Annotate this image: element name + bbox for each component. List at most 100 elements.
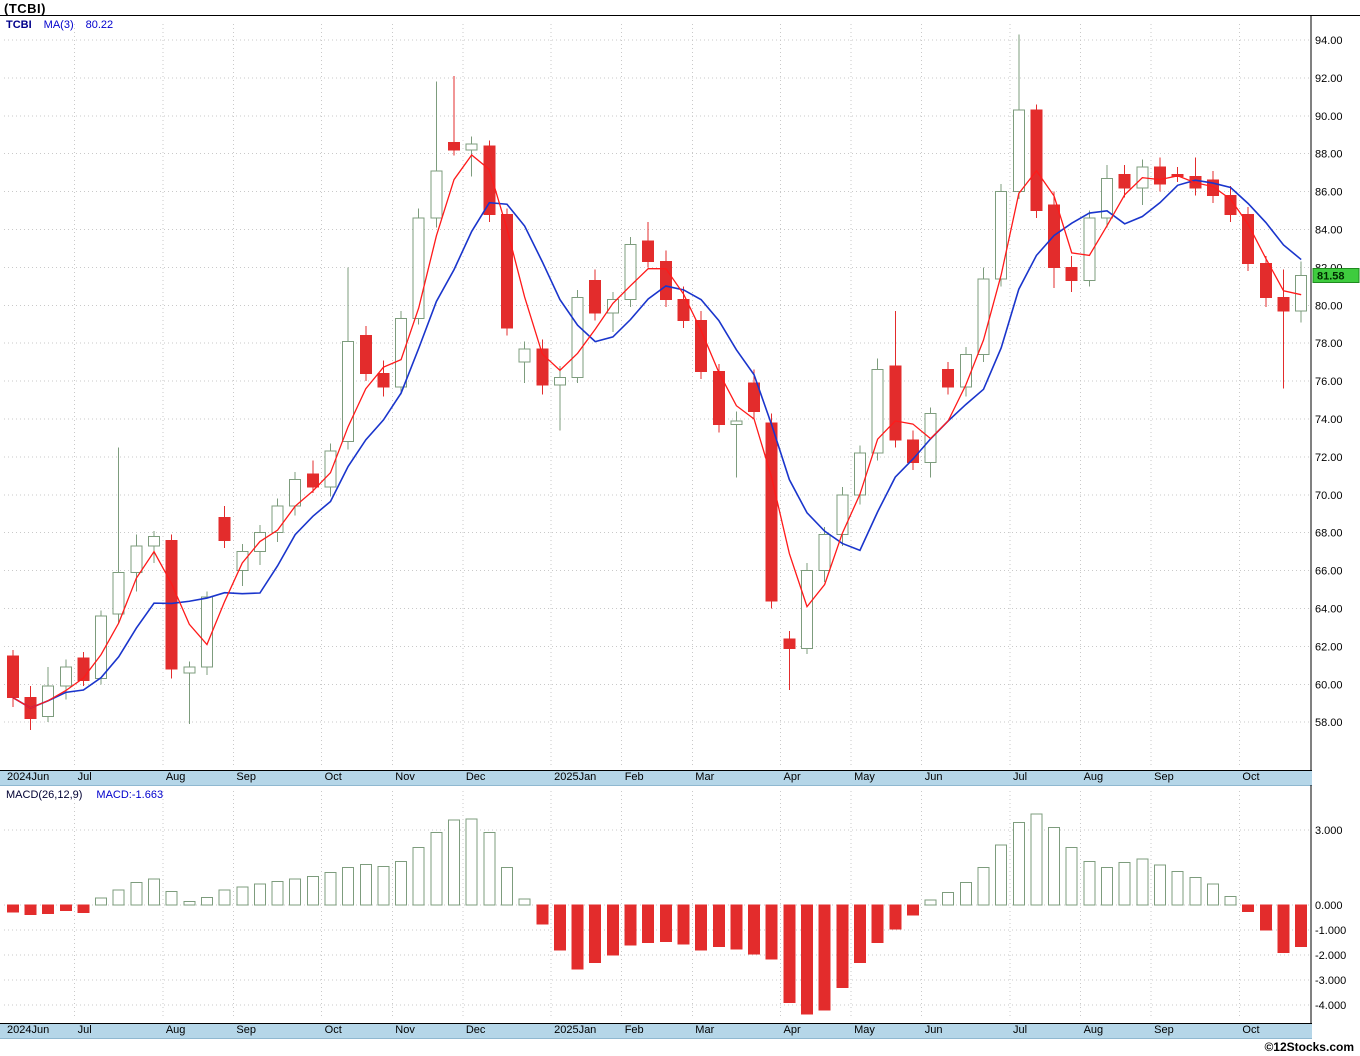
candle-down [306, 473, 319, 488]
month-label: May [854, 771, 875, 783]
month-label: Feb [624, 771, 644, 783]
macd-bar-negative [589, 904, 602, 963]
month-label: Nov [395, 771, 415, 783]
macd-axis-label: 3.000 [1315, 825, 1343, 837]
candle-down [377, 373, 390, 388]
candle-up [571, 297, 584, 378]
candle-down [1206, 179, 1219, 196]
macd-bar-positive [924, 899, 937, 906]
month-label: Jul [77, 771, 92, 783]
candle-down [1065, 266, 1078, 282]
watermark: ©12Stocks.com [1264, 1040, 1354, 1054]
macd-bar-positive [183, 900, 196, 906]
last-price-tag [1312, 267, 1360, 283]
price-axis-label: 80.00 [1315, 300, 1343, 312]
price-axis-label: 62.00 [1315, 641, 1343, 653]
price-axis-label: 78.00 [1315, 338, 1343, 350]
candle-down [906, 439, 919, 464]
macd-bar-negative [853, 904, 866, 963]
macd-bar-positive [1224, 895, 1237, 906]
legend-ma-label: MA(3) [43, 19, 74, 31]
month-label: Oct [324, 1024, 342, 1036]
candle-down [359, 335, 372, 375]
macd-bar-positive [130, 882, 143, 906]
month-label: Oct [324, 771, 342, 783]
month-label: Oct [1242, 771, 1260, 783]
macd-bar-positive [1206, 883, 1219, 906]
month-label: Aug [1083, 771, 1104, 783]
month-label: Aug [165, 771, 186, 783]
candle-down [1153, 166, 1166, 185]
candle-up [730, 420, 743, 426]
macd-bar-negative [836, 904, 849, 988]
macd-axis-label: -1.000 [1315, 925, 1346, 937]
price-axis-label: 72.00 [1315, 452, 1343, 464]
macd-bar-positive [165, 890, 178, 906]
macd-bar-negative [730, 904, 743, 950]
macd-bar-positive [1083, 860, 1096, 906]
month-label: Nov [395, 1024, 415, 1036]
month-label: Jun [924, 1024, 943, 1036]
macd-bar-positive [1012, 822, 1025, 906]
macd-bar-negative [801, 904, 814, 1015]
page-title: (TCBI) [4, 1, 46, 16]
price-axis-label: 94.00 [1315, 35, 1343, 47]
candle-up [1083, 217, 1096, 282]
month-label: Mar [695, 771, 715, 783]
month-label: Sep [1154, 1024, 1174, 1036]
price-axis-label: 90.00 [1315, 111, 1343, 123]
candle-down [677, 299, 690, 321]
macd-bar-negative [571, 904, 584, 970]
candle-up [977, 278, 990, 356]
price-axis-label: 92.00 [1315, 73, 1343, 85]
macd-chart: 3.000 0.000 -1.000 -2.000 -3.000 -4.000 [4, 785, 1346, 1023]
candle-up [236, 551, 249, 572]
candle-down [942, 369, 955, 388]
month-label: 2024Jun [7, 771, 50, 783]
candle-down [6, 655, 19, 699]
candle-down [1242, 213, 1255, 265]
macd-bar-positive [95, 897, 108, 906]
macd-bar-positive [483, 832, 496, 906]
macd-bar-negative [624, 904, 637, 946]
month-label: Sep [1154, 771, 1174, 783]
macd-bar-negative [24, 904, 37, 915]
candle-up [1012, 109, 1025, 193]
month-label: Jul [1012, 1024, 1028, 1036]
price-axis-label: 88.00 [1315, 149, 1343, 161]
macd-axis-label: -2.000 [1315, 950, 1346, 962]
macd-bar-positive [148, 878, 161, 906]
candle-down [783, 638, 796, 649]
macd-bar-positive [1048, 827, 1061, 906]
candle-up [342, 340, 355, 443]
candle-up [818, 534, 831, 572]
macd-bar-negative [553, 904, 566, 951]
macd-axis-label: 0.000 [1315, 900, 1343, 912]
price-axis-label: 66.00 [1315, 566, 1343, 578]
macd-bar-positive [959, 882, 972, 906]
month-label: 2025Jan [554, 1024, 597, 1036]
macd-bar-negative [818, 904, 831, 1011]
month-label: Sep [236, 771, 256, 783]
candle-up [959, 354, 972, 388]
candle-down [1277, 297, 1290, 312]
macd-bar-positive [218, 889, 231, 906]
month-label: Aug [165, 1024, 186, 1036]
macd-bar-negative [765, 904, 778, 960]
macd-bar-negative [871, 904, 884, 943]
candle-down [748, 382, 761, 412]
macd-bar-negative [77, 904, 90, 913]
macd-bar-negative [712, 904, 725, 947]
ma-fast-line [12, 154, 1302, 709]
candle-up [995, 191, 1008, 280]
macd-bar-negative [642, 904, 655, 943]
macd-bar-negative [889, 904, 902, 930]
candle-down [1224, 194, 1237, 215]
macd-bar-positive [1118, 862, 1131, 906]
candle-up [871, 369, 884, 454]
x-axis-band-bottom: 2024Jun Jul Aug Sep Oct Nov Dec 2025Jan Feb Mar Ap… [0, 1023, 1312, 1039]
macd-bar-positive [306, 875, 319, 906]
candle-up [624, 244, 637, 301]
x-axis-band-top: 2024Jun Jul Aug Sep Oct Nov Dec 2025Jan Feb Mar Ap… [0, 770, 1312, 786]
month-label: 2025Jan [554, 771, 597, 783]
